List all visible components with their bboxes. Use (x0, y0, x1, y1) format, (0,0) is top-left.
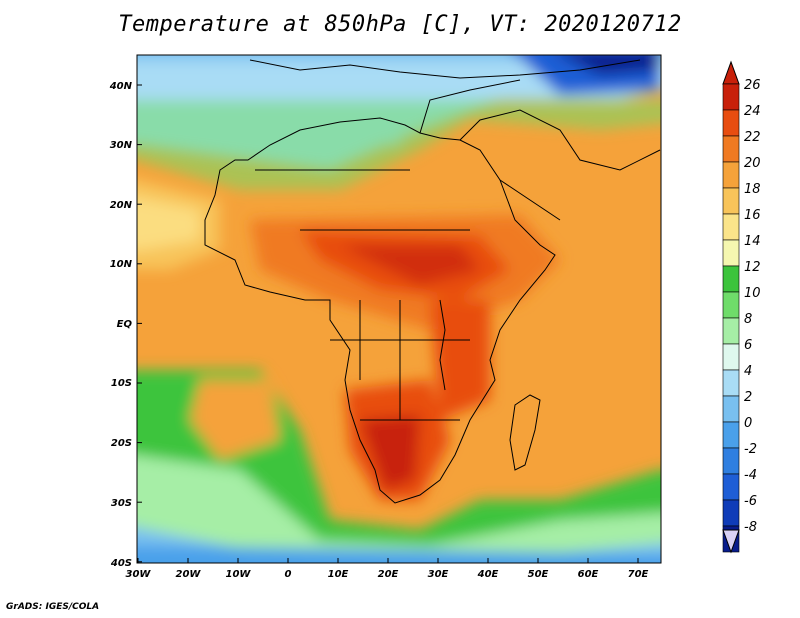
lat-label-20s: 20S (111, 438, 132, 449)
temperature-field (137, 55, 661, 563)
colorbar-label-neg6: -6 (744, 494, 757, 509)
colorbar-label-12: 12 (744, 260, 761, 275)
colorbar-segment (722, 369, 740, 397)
colorbar-label-10: 10 (744, 286, 761, 301)
colorbar-segment (722, 109, 740, 137)
colorbar-top-arrow (722, 60, 740, 85)
lon-label-10w: 10W (226, 569, 252, 580)
colorbar-label-neg8: -8 (744, 520, 757, 535)
colorbar-segment (722, 187, 740, 215)
lon-label-60e: 60E (578, 569, 599, 580)
colorbar-labels: 26 24 22 20 18 16 14 12 10 8 6 4 2 0 -2 … (744, 78, 761, 535)
colorbar-label-8: 8 (744, 312, 752, 327)
colorbar: 26 24 22 20 18 16 14 12 10 8 6 4 2 0 -2 … (722, 60, 761, 554)
colorbar-segment (722, 317, 740, 345)
lon-label-30e: 30E (428, 569, 449, 580)
colorbar-label-14: 14 (744, 234, 761, 249)
colorbar-label-20: 20 (744, 156, 761, 171)
colorbar-segment (722, 291, 740, 319)
colorbar-segment (722, 83, 740, 111)
lat-label-20n: 20N (110, 200, 133, 211)
colorbar-label-16: 16 (744, 208, 761, 223)
colorbar-label-4: 4 (744, 364, 752, 379)
map-ticks (137, 84, 639, 563)
colorbar-segment (722, 343, 740, 371)
lat-label-10n: 10N (110, 259, 133, 270)
colorbar-segment (722, 161, 740, 189)
lat-label-eq: EQ (117, 319, 133, 330)
lon-label-20w: 20W (176, 569, 202, 580)
lat-label-30n: 30N (110, 140, 133, 151)
colorbar-segment (722, 213, 740, 241)
lon-label-30w: 30W (126, 569, 152, 580)
lon-label-10e: 10E (328, 569, 349, 580)
lon-label-20e: 20E (378, 569, 399, 580)
lat-label-40n: 40N (109, 81, 133, 92)
colorbar-label-26: 26 (744, 78, 761, 93)
colorbar-segment (722, 499, 740, 527)
coastlines (204, 59, 661, 504)
colorbar-segment (722, 135, 740, 163)
colorbar-segment (722, 421, 740, 449)
lat-labels: 40N 30N 20N 10N EQ 10S 20S 30S 40S (109, 81, 133, 569)
lat-label-30s: 30S (111, 498, 132, 509)
colorbar-label-neg4: -4 (744, 468, 757, 483)
colorbar-label-neg2: -2 (744, 442, 757, 457)
lon-label-40e: 40E (477, 569, 499, 580)
lon-label-0: 0 (285, 569, 292, 580)
colorbar-segment (722, 239, 740, 267)
colorbar-label-18: 18 (744, 182, 761, 197)
colorbar-label-24: 24 (744, 104, 761, 119)
colorbar-label-6: 6 (744, 338, 752, 353)
colorbar-label-22: 22 (744, 130, 761, 145)
colorbar-label-2: 2 (744, 390, 752, 405)
lon-labels: 30W 20W 10W 0 10E 20E 30E 40E 50E 60E 70… (126, 569, 649, 580)
colorbar-segment (722, 473, 740, 501)
lon-label-50e: 50E (528, 569, 549, 580)
colorbar-segment (722, 395, 740, 423)
lat-label-40s: 40S (110, 558, 132, 569)
colorbar-segment (722, 265, 740, 293)
colorbar-bottom-arrow (722, 529, 740, 554)
map-title: Temperature at 850hPa [C], VT: 202012071… (118, 12, 682, 37)
credit-text: GrADS: IGES/COLA (6, 602, 100, 612)
map-frame (136, 54, 662, 564)
lat-label-10s: 10S (111, 378, 132, 389)
colorbar-segment (722, 447, 740, 475)
colorbar-label-0: 0 (744, 416, 752, 431)
lon-label-70e: 70E (628, 569, 649, 580)
